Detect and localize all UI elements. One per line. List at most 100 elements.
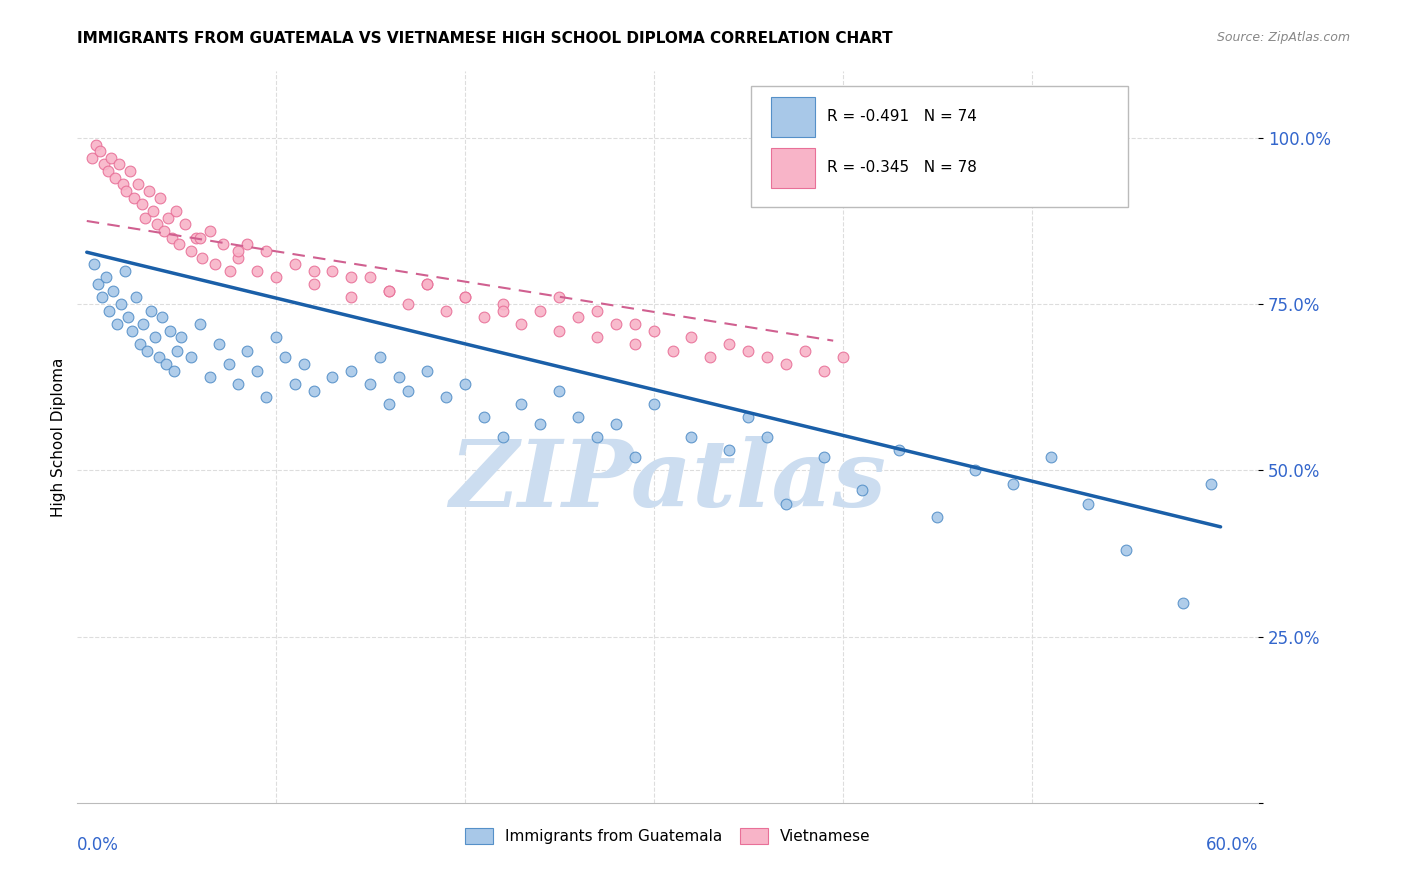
Point	[132, 317, 155, 331]
Point	[793, 343, 815, 358]
Point	[100, 151, 122, 165]
Point	[115, 184, 138, 198]
Point	[83, 257, 105, 271]
Point	[138, 184, 160, 198]
Point	[359, 270, 381, 285]
Point	[889, 443, 911, 458]
Point	[529, 303, 551, 318]
Text: 0.0%: 0.0%	[77, 836, 120, 854]
Point	[155, 357, 177, 371]
Point	[1077, 497, 1099, 511]
Point	[169, 237, 191, 252]
Point	[396, 297, 419, 311]
Point	[105, 317, 128, 331]
Point	[236, 343, 259, 358]
Point	[359, 376, 381, 391]
Point	[661, 343, 683, 358]
Point	[1039, 450, 1062, 464]
Point	[548, 384, 571, 398]
Point	[104, 170, 127, 185]
Point	[163, 363, 186, 377]
Point	[139, 303, 162, 318]
Point	[586, 330, 609, 344]
Point	[756, 430, 779, 444]
Point	[718, 337, 741, 351]
Point	[378, 397, 401, 411]
Legend: Immigrants from Guatemala, Vietnamese: Immigrants from Guatemala, Vietnamese	[458, 822, 877, 850]
Point	[174, 217, 197, 231]
Text: Source: ZipAtlas.com: Source: ZipAtlas.com	[1216, 31, 1350, 45]
Point	[340, 270, 363, 285]
Point	[219, 264, 242, 278]
Point	[254, 390, 277, 404]
Point	[510, 397, 533, 411]
Point	[643, 324, 665, 338]
Text: IMMIGRANTS FROM GUATEMALA VS VIETNAMESE HIGH SCHOOL DIPLOMA CORRELATION CHART: IMMIGRANTS FROM GUATEMALA VS VIETNAMESE …	[77, 31, 893, 46]
Point	[1199, 476, 1222, 491]
Point	[681, 330, 703, 344]
Point	[160, 230, 183, 244]
Point	[198, 370, 221, 384]
Point	[302, 384, 325, 398]
Point	[1115, 543, 1137, 558]
Point	[264, 330, 287, 344]
Point	[226, 251, 249, 265]
Point	[813, 363, 835, 377]
Point	[813, 450, 835, 464]
Point	[378, 284, 401, 298]
Point	[159, 324, 181, 338]
Point	[264, 270, 287, 285]
Point	[302, 264, 325, 278]
Bar	[770, 148, 815, 188]
Text: 60.0%: 60.0%	[1206, 836, 1258, 854]
Point	[180, 351, 202, 365]
FancyBboxPatch shape	[751, 86, 1129, 207]
Point	[321, 264, 343, 278]
Point	[548, 290, 571, 304]
Point	[157, 211, 180, 225]
Point	[204, 257, 226, 271]
Point	[131, 197, 153, 211]
Point	[416, 277, 439, 292]
Point	[226, 244, 249, 258]
Point	[236, 237, 259, 252]
Point	[186, 230, 208, 244]
Point	[491, 303, 513, 318]
Text: ZIPatlas: ZIPatlas	[450, 436, 886, 526]
Point	[1001, 476, 1024, 491]
Point	[416, 277, 439, 292]
Point	[643, 397, 665, 411]
Point	[166, 343, 188, 358]
Point	[368, 351, 391, 365]
Point	[699, 351, 721, 365]
Point	[94, 270, 117, 285]
Point	[387, 370, 409, 384]
Point	[226, 376, 249, 391]
Point	[623, 337, 645, 351]
Point	[143, 330, 166, 344]
Point	[246, 363, 269, 377]
Point	[117, 310, 139, 325]
Point	[963, 463, 986, 477]
Point	[718, 443, 741, 458]
Point	[121, 324, 143, 338]
Point	[321, 370, 343, 384]
Point	[149, 191, 172, 205]
Point	[775, 357, 797, 371]
Point	[122, 191, 145, 205]
Point	[472, 310, 495, 325]
Point	[434, 390, 457, 404]
Point	[84, 137, 107, 152]
Point	[165, 204, 187, 219]
Point	[378, 284, 401, 298]
Point	[927, 509, 949, 524]
Point	[491, 297, 513, 311]
Point	[586, 430, 609, 444]
Point	[218, 357, 240, 371]
Point	[191, 251, 214, 265]
Point	[1171, 596, 1194, 610]
Point	[120, 164, 142, 178]
Point	[284, 376, 307, 391]
Point	[605, 317, 627, 331]
Point	[851, 483, 873, 498]
